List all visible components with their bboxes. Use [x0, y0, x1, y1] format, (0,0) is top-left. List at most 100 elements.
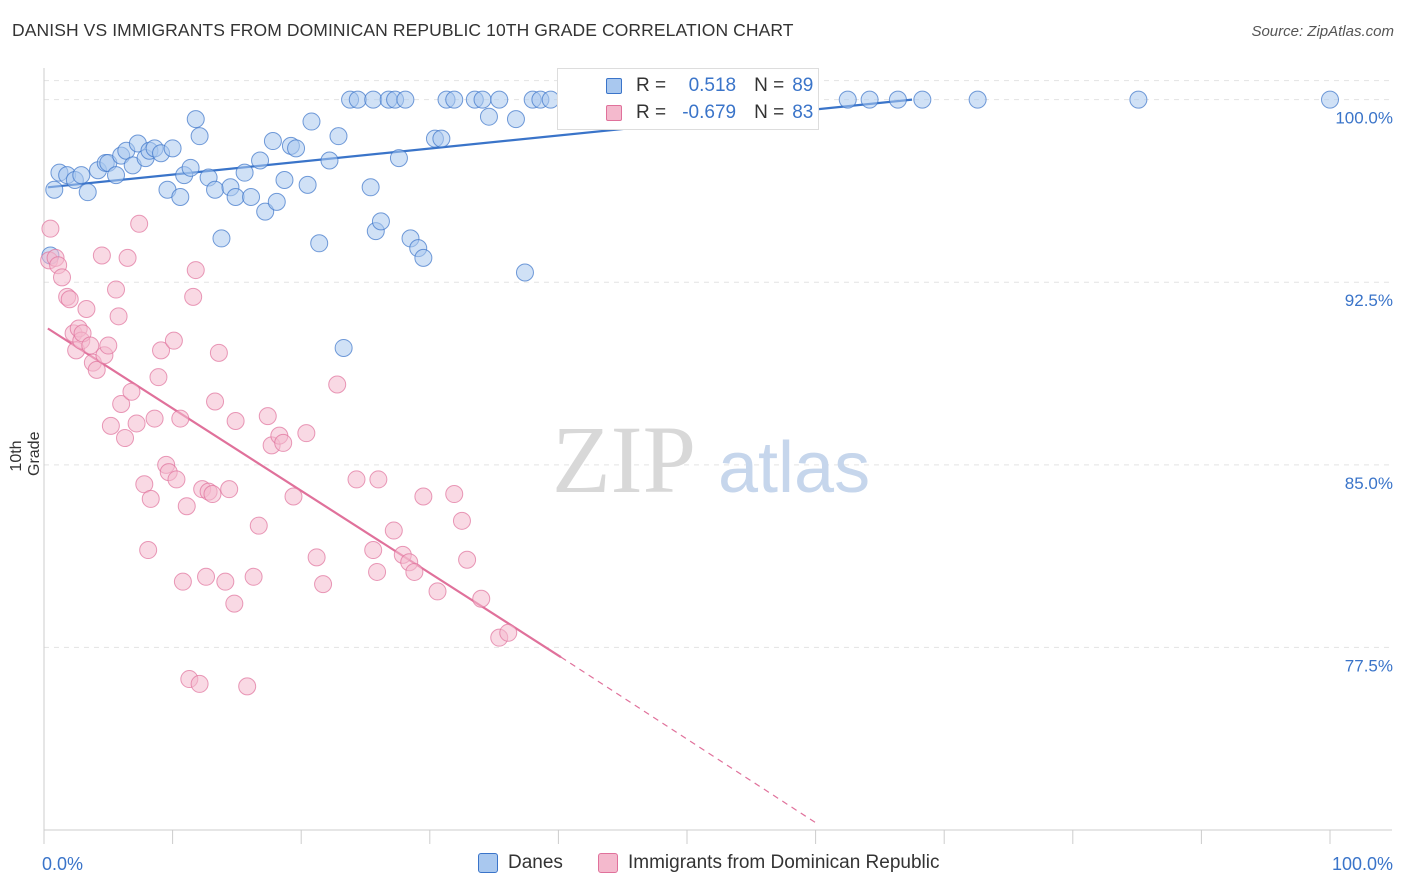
chart-title: DANISH VS IMMIGRANTS FROM DOMINICAN REPU…: [12, 20, 794, 40]
point-danes: [298, 175, 317, 194]
point-danes: [968, 90, 987, 109]
point-danes: [445, 90, 464, 109]
point-dominican: [414, 487, 433, 506]
point-danes: [181, 158, 200, 177]
point-dominican: [226, 412, 245, 431]
legend-label: Danes: [508, 852, 563, 873]
point-dominican: [405, 562, 424, 581]
y-tick-label: 85.0%: [1345, 474, 1393, 493]
legend-item-danes[interactable]: Danes: [478, 852, 563, 874]
legend-item-dominican[interactable]: Immigrants from Dominican Republic: [598, 852, 940, 874]
series-points: [40, 90, 1339, 696]
stats-box: R = 0.518 N = 89 R = -0.679 N = 83: [557, 68, 819, 130]
point-dominican: [171, 409, 190, 428]
stats-r-value: -0.679: [682, 102, 737, 123]
point-danes: [107, 166, 126, 185]
point-danes: [334, 338, 353, 357]
legend: Danes Immigrants from Dominican Republic: [0, 852, 1406, 876]
point-dominican: [472, 589, 491, 608]
point-dominican: [139, 541, 158, 560]
point-danes: [320, 151, 339, 170]
point-dominican: [284, 487, 303, 506]
stats-n-value: 83: [792, 102, 814, 123]
point-dominican: [152, 341, 171, 360]
point-dominican: [384, 521, 403, 540]
point-dominican: [499, 623, 518, 642]
point-dominican: [141, 489, 160, 508]
trend-line-dominican-extension: [560, 656, 816, 824]
point-dominican: [364, 541, 383, 560]
point-danes: [45, 180, 64, 199]
point-danes: [251, 151, 270, 170]
point-dominican: [452, 511, 471, 530]
stats-n-label: N =: [754, 102, 785, 123]
legend-swatch-dominican: [598, 853, 618, 873]
point-danes: [361, 178, 380, 197]
y-tick-label: 92.5%: [1345, 291, 1393, 310]
point-danes: [364, 90, 383, 109]
watermark-zip: ZIP: [552, 406, 696, 513]
point-danes: [371, 212, 390, 231]
y-tick-label: 77.5%: [1345, 656, 1393, 675]
point-dominican: [177, 497, 196, 516]
point-dominican: [173, 572, 192, 591]
point-danes: [913, 90, 932, 109]
point-danes: [263, 132, 282, 151]
point-dominican: [249, 516, 268, 535]
y-tick-label: 100.0%: [1335, 109, 1393, 128]
point-dominican: [101, 416, 120, 435]
stats-n-value: 89: [792, 75, 814, 96]
point-dominican: [109, 307, 128, 326]
point-danes: [515, 263, 534, 282]
point-danes: [78, 183, 97, 202]
point-danes: [506, 110, 525, 129]
point-danes: [310, 234, 329, 253]
x-tick-label: 0.0%: [42, 854, 83, 874]
point-danes: [256, 202, 275, 221]
point-danes: [302, 112, 321, 131]
stats-row-danes: R = 0.518 N = 89: [580, 73, 813, 99]
point-danes: [267, 192, 286, 211]
point-danes: [860, 90, 879, 109]
point-danes: [432, 129, 451, 148]
point-dominican: [428, 582, 447, 601]
point-danes: [1321, 90, 1339, 109]
point-dominican: [81, 336, 100, 355]
point-dominican: [184, 287, 203, 306]
point-danes: [190, 127, 209, 146]
point-danes: [226, 188, 245, 207]
point-danes: [72, 166, 91, 185]
stats-swatch-blue: [606, 78, 622, 94]
point-dominican: [238, 677, 257, 696]
point-dominican: [203, 485, 222, 504]
point-dominican: [164, 331, 183, 350]
stats-r-value: 0.518: [688, 75, 737, 96]
axes: [43, 68, 1392, 844]
point-danes: [287, 139, 306, 158]
chart-source: Source: ZipAtlas.com: [1251, 23, 1394, 40]
point-dominican: [458, 550, 477, 569]
point-danes: [479, 107, 498, 126]
point-dominican: [328, 375, 347, 394]
point-danes: [389, 149, 408, 168]
point-dominican: [209, 343, 228, 362]
point-dominican: [244, 567, 263, 586]
x-tick-label: 100.0%: [1332, 854, 1393, 874]
point-dominican: [41, 219, 60, 238]
point-danes: [235, 163, 254, 182]
point-danes: [414, 248, 433, 267]
stats-r-label: R =: [636, 75, 667, 96]
point-dominican: [118, 248, 137, 267]
point-danes: [1129, 90, 1148, 109]
legend-label: Immigrants from Dominican Republic: [628, 852, 940, 873]
point-danes: [473, 90, 492, 109]
legend-swatch-danes: [478, 853, 498, 873]
point-dominican: [77, 300, 96, 319]
point-dominican: [107, 280, 126, 299]
point-dominican: [274, 433, 293, 452]
point-danes: [490, 90, 509, 109]
point-dominican: [87, 360, 106, 379]
point-dominican: [60, 290, 79, 309]
tick-labels: 77.5% 85.0% 92.5% 100.0% 0.0% 100.0%: [42, 109, 1393, 874]
